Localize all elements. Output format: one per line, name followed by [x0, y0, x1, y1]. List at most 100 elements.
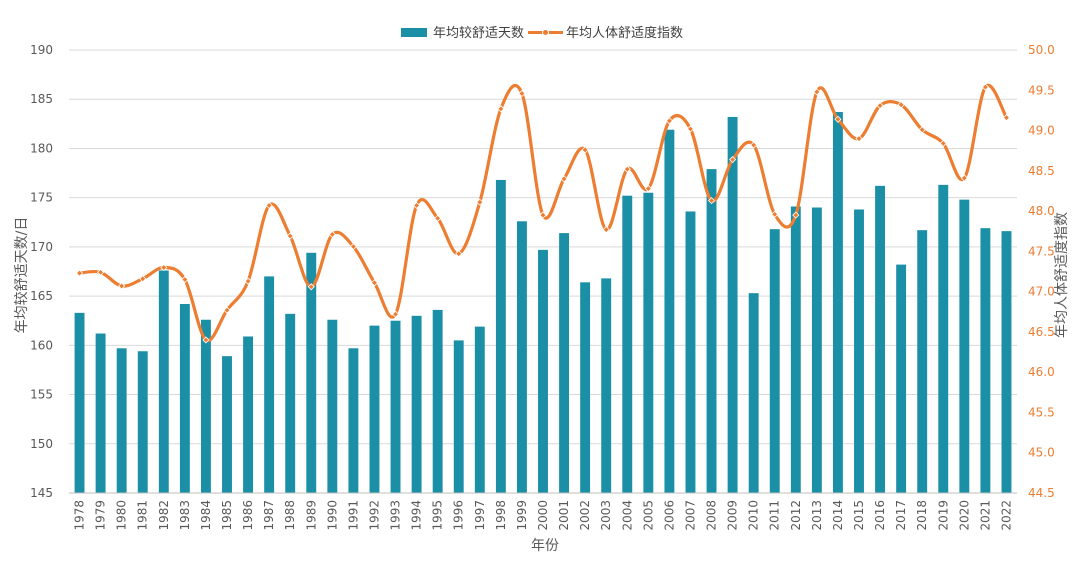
bar-series [74, 112, 1012, 494]
x-tick-label: 1998 [494, 500, 508, 531]
bar [538, 249, 548, 493]
bar [1001, 231, 1012, 494]
line-series [75, 83, 1011, 344]
bar [411, 315, 422, 493]
line-point [644, 184, 652, 193]
y2-tick-label: 48.0 [1028, 204, 1055, 218]
line-point [307, 283, 315, 291]
x-tick-label: 2007 [683, 500, 697, 531]
bar [432, 309, 443, 493]
y-tick-label: 185 [30, 92, 53, 106]
bar [622, 195, 633, 493]
y-tick-label: 180 [30, 141, 53, 155]
x-tick-label: 2017 [894, 500, 908, 531]
x-tick-label: 2018 [915, 500, 929, 531]
bar [790, 206, 801, 493]
y-axis-title: 年均较舒适天数/日 [14, 217, 30, 334]
bar [264, 276, 275, 493]
x-tick-label: 1997 [473, 500, 487, 531]
line-point [876, 102, 884, 110]
line-point [328, 230, 336, 239]
line-point [981, 83, 989, 91]
y-tick-label: 145 [30, 486, 53, 500]
bar [306, 252, 317, 493]
line-point [265, 201, 273, 210]
x-tick-label: 1994 [410, 500, 424, 531]
x-tick-label: 1993 [389, 500, 403, 531]
bar [706, 169, 717, 493]
line-point [939, 139, 947, 147]
bar [580, 282, 591, 493]
x-tick-label: 2015 [852, 500, 866, 531]
bar [875, 185, 886, 493]
x-tick-label: 2016 [873, 500, 887, 531]
x-tick-label: 1984 [199, 500, 213, 531]
line-point [476, 198, 484, 206]
bar [643, 192, 654, 493]
x-tick-label: 2022 [999, 500, 1013, 531]
line-point [202, 336, 210, 344]
bar [727, 116, 738, 493]
bar [896, 264, 907, 493]
line-point [855, 135, 863, 143]
x-tick-label: 1999 [515, 500, 529, 531]
bar [495, 179, 506, 494]
x-tick-label: 2006 [662, 500, 676, 531]
bar [390, 320, 401, 493]
y2-tick-label: 49.5 [1028, 83, 1055, 97]
bar [74, 312, 85, 493]
bar [327, 319, 338, 493]
x-tick-label: 1989 [304, 500, 318, 531]
legend-bar-label: 年均较舒适天数 [433, 26, 524, 41]
x-axis-title: 年份 [531, 538, 559, 554]
x-axis-ticks: 1978 1979 1980 1981 1982 1983 1984 1985 1986 1987… [73, 500, 1014, 531]
y-tick-label: 155 [30, 388, 53, 402]
bar [474, 326, 485, 493]
line-point [771, 210, 779, 218]
line-point [434, 214, 442, 222]
bar [811, 207, 822, 493]
x-tick-label: 2011 [768, 500, 782, 531]
line-point [370, 279, 379, 287]
x-tick-label: 2002 [578, 500, 592, 531]
y2-tick-label: 47.0 [1028, 285, 1055, 299]
x-tick-label: 1990 [325, 500, 339, 531]
y-tick-label: 170 [30, 240, 53, 254]
bar [601, 278, 612, 493]
y-tick-label: 165 [30, 289, 53, 303]
line-point [455, 250, 463, 258]
y2-tick-label: 46.5 [1028, 325, 1055, 339]
line-point [497, 105, 505, 113]
bar [285, 313, 296, 493]
bar [559, 233, 570, 493]
y-tick-label: 190 [30, 43, 53, 57]
legend-bar-swatch [401, 28, 427, 37]
x-tick-label: 1982 [157, 500, 171, 531]
line-point [581, 146, 589, 154]
x-tick-label: 1983 [178, 500, 192, 531]
x-tick-label: 1981 [136, 500, 150, 531]
x-tick-label: 1979 [94, 500, 108, 531]
line-point [286, 232, 294, 240]
line-point [960, 174, 968, 182]
bar [348, 348, 359, 493]
x-tick-label: 2003 [599, 500, 613, 531]
legend-line-label: 年均人体舒适度指数 [566, 25, 683, 41]
bar [158, 270, 169, 493]
line-point [139, 275, 147, 283]
x-tick-label: 2009 [726, 500, 740, 531]
right-axis-ticks: 44.5 45.0 45.5 46.0 46.5 47.0 47.5 48.0 48.5 49.0… [1028, 43, 1055, 500]
bar [516, 221, 527, 493]
line-point [223, 306, 231, 314]
line-point [813, 88, 821, 96]
bar [179, 303, 190, 493]
bar [769, 229, 780, 493]
line-point [244, 277, 252, 285]
x-tick-label: 1996 [452, 500, 466, 531]
x-tick-label: 2014 [831, 500, 845, 531]
bar [200, 319, 211, 493]
bar [369, 325, 380, 493]
x-tick-label: 2000 [536, 500, 550, 531]
